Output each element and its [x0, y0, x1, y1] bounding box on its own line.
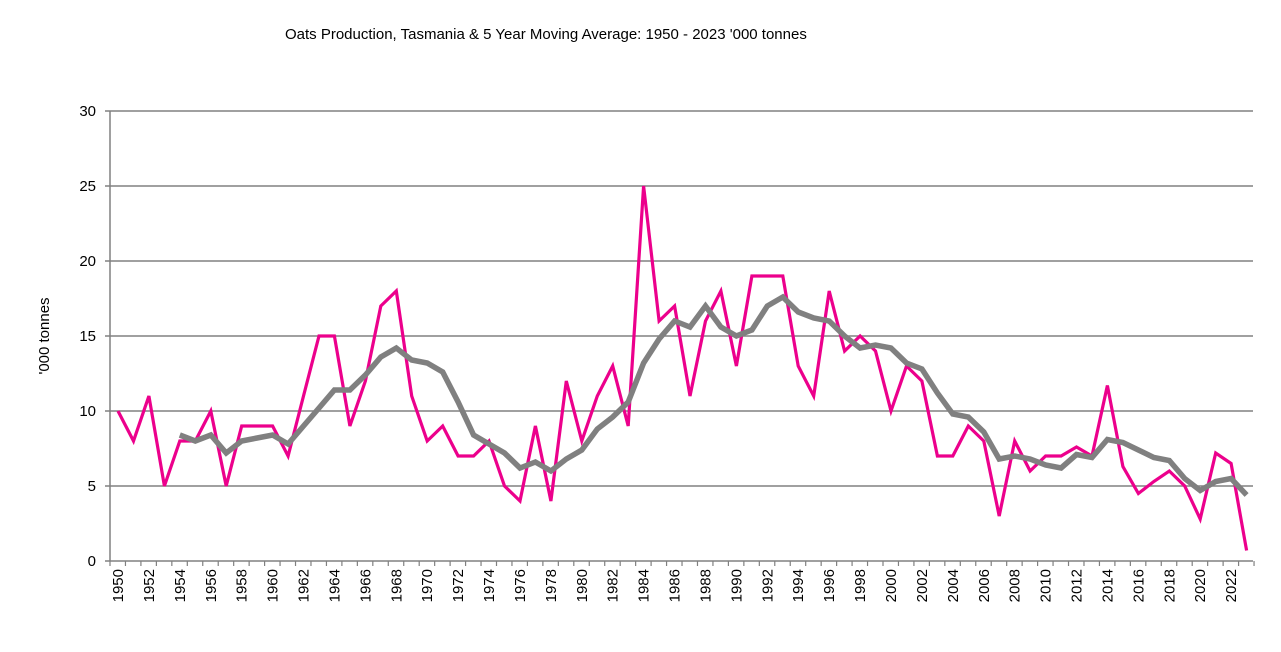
x-tick-label: 2004 [945, 569, 962, 602]
x-tick-label: 1960 [265, 569, 282, 602]
x-tick-label: 1968 [388, 569, 405, 602]
x-tick-label: 1972 [450, 569, 467, 602]
x-tick-label: 1964 [326, 569, 343, 602]
x-tick-label: 1996 [821, 569, 838, 602]
x-tick-label: 2000 [883, 569, 900, 602]
x-tick-label: 2018 [1161, 569, 1178, 602]
x-tick-label: 2022 [1223, 569, 1240, 602]
series-group [116, 185, 1249, 551]
y-tick-label: 30 [79, 103, 96, 120]
x-tick-label: 1986 [667, 569, 684, 602]
gridlines [110, 110, 1253, 487]
x-tick-label: 2012 [1069, 569, 1086, 602]
x-tick-label: 1950 [110, 569, 127, 602]
series-line-oats-production [116, 185, 1249, 551]
x-tick-label: 2008 [1007, 569, 1024, 602]
y-tick-label: 5 [88, 478, 96, 495]
y-tick-label: 25 [79, 178, 96, 195]
x-tick-label: 1990 [728, 569, 745, 602]
y-axis-title: '000 tonnes [36, 297, 53, 374]
x-tick-label: 1988 [697, 569, 714, 602]
chart-title-text: Oats Production, Tasmania & 5 Year Movin… [285, 26, 807, 43]
x-tick-label: 1970 [419, 569, 436, 602]
x-tick-label: 1956 [203, 569, 220, 602]
x-tick-label: 2006 [976, 569, 993, 602]
x-tick-label: 1958 [234, 569, 251, 602]
x-tick-label: 1998 [852, 569, 869, 602]
y-tick-label: 10 [79, 403, 96, 420]
x-tick-label: 1984 [636, 569, 653, 602]
x-tick-label: 2010 [1038, 569, 1055, 602]
x-tick-label: 2020 [1192, 569, 1209, 602]
x-tick-label: 1976 [512, 569, 529, 602]
x-tick-label: 1962 [296, 569, 313, 602]
x-tick-label: 1982 [605, 569, 622, 602]
x-tick-label: 1974 [481, 569, 498, 602]
x-tick-label: 1994 [790, 569, 807, 602]
x-tick-label: 1980 [574, 569, 591, 602]
x-tick-label: 2016 [1130, 569, 1147, 602]
y-axis: 0 5 10 15 20 25 30 [79, 103, 111, 570]
y-tick-label: 20 [79, 253, 96, 270]
x-tick-label: 1978 [543, 569, 560, 602]
x-tick-label: 1952 [141, 569, 158, 602]
y-tick-label: 15 [79, 328, 96, 345]
x-tick-label: 2002 [914, 569, 931, 602]
x-tick-label: 1954 [172, 569, 189, 602]
x-tick-label: 1966 [357, 569, 374, 602]
x-tick-label: 2014 [1099, 569, 1116, 602]
x-tick-label: 1992 [759, 569, 776, 602]
x-axis: 1950 1952 1954 1956 1958 1960 1962 1964 1966 1968… [109, 560, 1255, 602]
series-line-5-year-moving-average [178, 293, 1249, 497]
y-tick-label: 0 [88, 553, 96, 570]
